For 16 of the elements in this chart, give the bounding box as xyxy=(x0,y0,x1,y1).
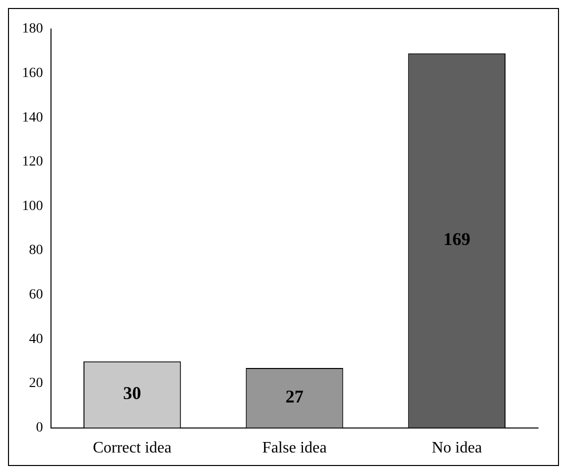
data-label: 30 xyxy=(123,383,142,404)
y-tick-label: 100 xyxy=(22,198,43,214)
data-label: 169 xyxy=(443,229,470,250)
y-tick-label: 0 xyxy=(36,420,43,436)
y-tick-label: 80 xyxy=(29,243,43,258)
x-tick-label: False idea xyxy=(262,440,327,457)
y-tick-label: 40 xyxy=(29,332,43,347)
x-tick-label: Correct idea xyxy=(92,440,172,457)
data-label: 27 xyxy=(286,386,304,407)
y-tick-label: 120 xyxy=(22,154,43,170)
y-tick-label: 20 xyxy=(29,376,43,392)
y-tick-label: 180 xyxy=(22,22,43,37)
x-tick-label: No idea xyxy=(432,440,482,457)
y-tick-label: 140 xyxy=(22,110,43,126)
y-tick-label: 60 xyxy=(29,288,43,303)
y-tick-label: 160 xyxy=(22,66,43,81)
